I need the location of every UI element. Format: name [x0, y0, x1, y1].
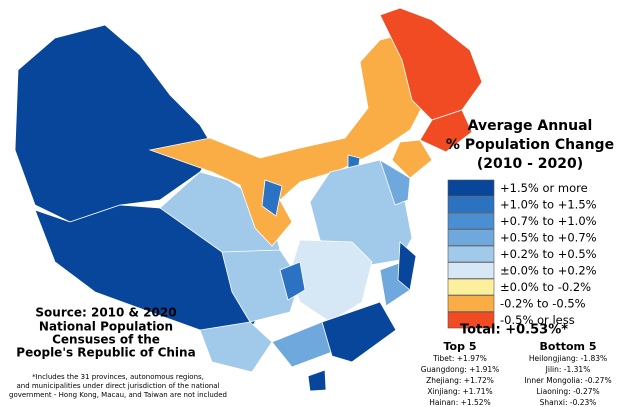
- source-line: Censuses of the: [52, 333, 160, 347]
- region: [199, 321, 273, 373]
- footnote-line: *Includes the 31 provinces, autonomous r…: [32, 373, 204, 381]
- legend-swatch: [447, 262, 495, 279]
- list-heading: Top 5: [444, 340, 477, 353]
- region: [321, 301, 397, 363]
- source: Source: 2010 & 2020 National Population …: [16, 306, 195, 360]
- region: [261, 179, 283, 217]
- source-line: National Population: [39, 320, 173, 334]
- title-line: % Population Change: [446, 137, 614, 153]
- region: [221, 249, 301, 323]
- list-item: Guangdong: +1.91%: [421, 365, 500, 374]
- region: [279, 261, 306, 301]
- list-item: Liaoning: -0.27%: [536, 387, 599, 396]
- list-item: Tibet: +1.97%: [432, 354, 487, 363]
- source-line: Source: 2010 & 2020: [35, 306, 176, 320]
- region: [391, 139, 433, 179]
- legend-swatch: [447, 278, 495, 296]
- legend-swatch: [447, 212, 495, 230]
- list-item: Shanxi: -0.23%: [540, 398, 597, 407]
- region: [379, 7, 483, 121]
- footnote-line: and municipalities under direct jurisdic…: [16, 382, 219, 390]
- legend-swatch: [447, 196, 495, 213]
- region: [271, 321, 333, 368]
- list-heading: Bottom 5: [540, 340, 597, 353]
- footnote: *Includes the 31 provinces, autonomous r…: [9, 373, 227, 399]
- title-line: Average Annual: [468, 118, 593, 134]
- legend: +1.5% or more +1.0% to +1.5% +0.7% to +1.0…: [447, 179, 597, 329]
- list-item: Xinjiang: +1.71%: [427, 387, 492, 396]
- legend-swatch: [447, 245, 495, 263]
- list-item: Zhejiang: +1.72%: [426, 376, 494, 385]
- list-item: Jilin: -1.31%: [545, 365, 591, 374]
- legend-label: ±0.0% to +0.2%: [500, 264, 597, 278]
- legend-label: -0.5% or less: [500, 313, 575, 327]
- legend-label: +0.5% to +0.7%: [500, 231, 597, 245]
- legend-swatch: [447, 295, 495, 312]
- legend-label: +0.2% to +0.5%: [500, 247, 597, 261]
- list-item: Inner Mongolia: -0.27%: [524, 376, 611, 385]
- footnote-line: government - Hong Kong, Macau, and Taiwa…: [9, 391, 227, 399]
- region: [397, 241, 417, 291]
- legend-label: ±0.0% to -0.2%: [500, 280, 591, 294]
- region: [307, 369, 327, 392]
- legend-label: +0.7% to +1.0%: [500, 214, 597, 228]
- legend-swatch: [447, 311, 495, 329]
- legend-label: +1.0% to +1.5%: [500, 198, 597, 212]
- legend-swatch: [447, 229, 495, 246]
- legend-swatch: [447, 179, 495, 197]
- legend-label: +1.5% or more: [500, 181, 588, 195]
- total: Total: +0.53%*: [460, 323, 568, 338]
- legend-label: -0.2% to -0.5%: [500, 297, 586, 311]
- list-item: Heilongjiang: -1.83%: [529, 354, 607, 363]
- list-item: Hainan: +1.52%: [429, 398, 490, 407]
- source-line: People's Republic of China: [16, 346, 195, 360]
- title-line: (2010 - 2020): [477, 156, 583, 172]
- title: Average Annual % Population Change (2010…: [446, 118, 614, 172]
- map: [14, 7, 483, 392]
- region: [419, 109, 473, 153]
- region: [379, 159, 411, 206]
